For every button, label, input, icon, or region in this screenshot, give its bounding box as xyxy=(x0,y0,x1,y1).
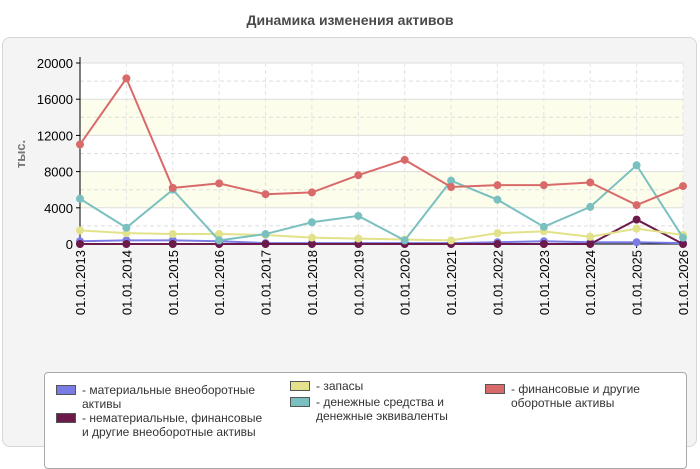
legend-swatch xyxy=(56,385,76,395)
x-tick-label: 01.01.2014 xyxy=(119,250,134,315)
data-point xyxy=(586,178,595,187)
series-line-1 xyxy=(80,218,684,245)
data-point xyxy=(679,233,687,242)
data-point xyxy=(400,155,409,164)
data-point xyxy=(215,179,224,188)
data-point xyxy=(632,201,641,210)
data-point xyxy=(632,224,641,233)
data-point xyxy=(76,140,84,149)
data-point xyxy=(122,240,131,248)
y-tick-label: 12000 xyxy=(37,128,73,143)
chart-plot: 0 4000 8000 12000 16000 20000 тыс. 01.01.2013 01… xyxy=(13,56,691,315)
data-point xyxy=(493,229,502,238)
data-point xyxy=(215,236,224,245)
y-tick-label: 20000 xyxy=(37,56,73,71)
data-point xyxy=(122,74,131,83)
data-point xyxy=(586,240,595,248)
data-point xyxy=(122,223,131,232)
series-line-2 xyxy=(79,227,684,242)
y-tick-label: 4000 xyxy=(44,201,73,216)
data-point xyxy=(261,230,270,239)
data-point xyxy=(76,194,84,203)
chart-legend: - материальные внеоборотные активы - нема… xyxy=(44,372,687,469)
data-point xyxy=(493,195,502,204)
x-tick-label: 01.01.2023 xyxy=(537,250,552,315)
data-point xyxy=(168,240,177,248)
data-point xyxy=(447,236,456,245)
data-point xyxy=(168,183,177,192)
data-point xyxy=(307,233,316,242)
x-tick-label: 01.01.2024 xyxy=(583,250,598,315)
legend-swatch xyxy=(290,397,310,407)
data-point xyxy=(539,240,548,248)
data-point xyxy=(400,236,409,245)
data-point xyxy=(307,188,316,197)
y-tick-label: 16000 xyxy=(37,92,73,107)
y-axis-label: тыс. xyxy=(13,140,28,168)
data-point xyxy=(539,222,548,231)
chart-title: Динамика изменения активов xyxy=(246,12,454,28)
data-point xyxy=(679,182,687,191)
data-point xyxy=(586,232,595,241)
data-point xyxy=(261,240,270,248)
series-line-3 xyxy=(79,163,684,242)
x-tick-label: 01.01.2017 xyxy=(259,250,274,315)
y-tick-label: 8000 xyxy=(44,165,73,180)
data-point xyxy=(493,240,502,248)
data-point xyxy=(586,202,595,211)
x-tick-label: 01.01.2026 xyxy=(676,250,691,315)
legend-label: - нематериальные, финансовые и другие вн… xyxy=(82,411,263,439)
legend-label: - запасы xyxy=(316,379,364,393)
x-tick-label: 01.01.2019 xyxy=(351,250,366,315)
legend-label: - денежные средства и денежные эквивален… xyxy=(316,395,448,423)
data-point xyxy=(261,190,270,199)
data-point xyxy=(354,171,363,180)
data-point xyxy=(76,226,84,235)
legend-swatch xyxy=(485,384,505,394)
x-tick-label: 01.01.2025 xyxy=(630,250,645,315)
data-point xyxy=(168,230,177,239)
data-point xyxy=(493,181,502,190)
x-tick-label: 01.01.2016 xyxy=(212,250,227,315)
x-tick-label: 01.01.2022 xyxy=(490,250,505,315)
legend-label: - материальные внеоборотные активы xyxy=(82,383,255,411)
data-point xyxy=(632,215,641,224)
series-line-4 xyxy=(79,76,684,207)
data-point xyxy=(354,234,363,243)
x-tick-label: 01.01.2015 xyxy=(166,250,181,315)
legend-label: - финансовые и другие оборотные активы xyxy=(511,382,640,410)
data-point xyxy=(76,240,84,248)
data-point xyxy=(632,161,641,170)
data-point xyxy=(447,182,456,191)
data-point xyxy=(354,211,363,220)
legend-swatch xyxy=(290,381,310,391)
y-tick-label: 0 xyxy=(66,237,73,252)
x-tick-label: 01.01.2018 xyxy=(305,250,320,315)
x-tick-label: 01.01.2021 xyxy=(444,250,459,315)
data-point xyxy=(307,218,316,227)
legend-swatch xyxy=(56,413,76,423)
data-point xyxy=(632,238,641,247)
chart-panel: 0 4000 8000 12000 16000 20000 тыс. 01.01.2013 01… xyxy=(2,37,697,469)
data-point xyxy=(539,181,548,190)
x-tick-label: 01.01.2020 xyxy=(398,250,413,315)
x-tick-label: 01.01.2013 xyxy=(73,250,88,315)
